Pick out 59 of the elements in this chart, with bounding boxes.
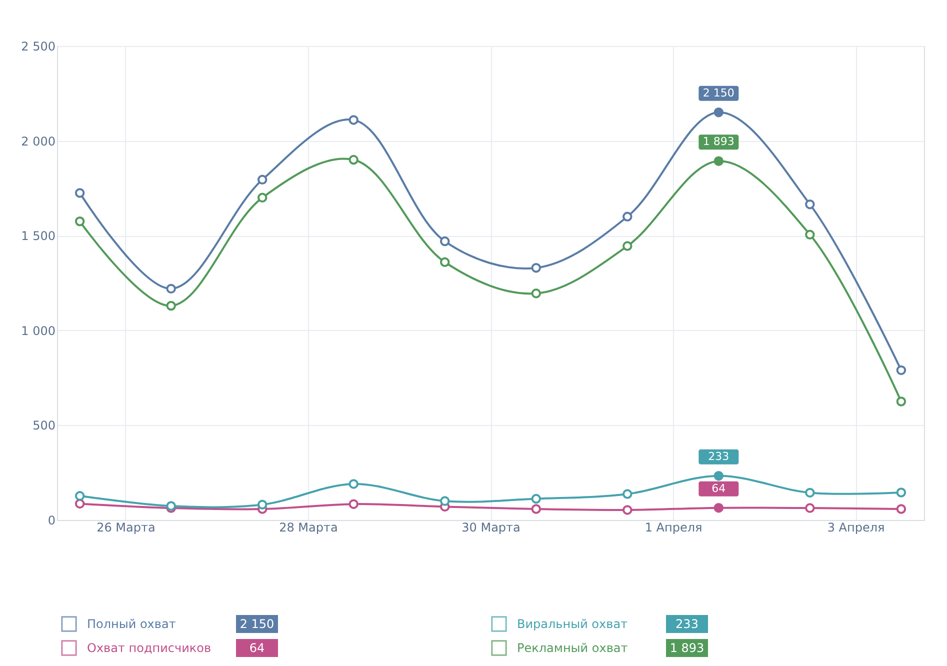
legend-label: Охват подписчиков: [87, 641, 212, 655]
data-label: 64: [712, 482, 726, 495]
text: 233: [676, 617, 698, 631]
x-tick-label: 30 Марта: [462, 520, 520, 534]
point: [348, 115, 358, 125]
point: [714, 156, 724, 166]
legend-label: Полный охват: [87, 617, 176, 631]
point: [348, 154, 358, 165]
x-tick-label: 26 Марта: [96, 520, 156, 534]
point: [74, 216, 85, 226]
point: [531, 288, 542, 298]
point: [896, 488, 906, 498]
point: [805, 488, 815, 498]
point: [714, 107, 724, 118]
y-tick-label: 500: [32, 418, 56, 433]
point: [805, 230, 815, 240]
x-tick-label: 28 Марта: [279, 520, 338, 534]
text: 2 150: [240, 617, 274, 631]
point: [257, 500, 268, 510]
point: [714, 470, 724, 481]
point: [440, 496, 450, 506]
point: [531, 262, 542, 273]
point: [896, 396, 906, 406]
point: [74, 188, 85, 198]
y-tick-label: 1 000: [21, 324, 56, 338]
y-tick-label: 0: [48, 514, 56, 528]
y-tick-label: 1 500: [21, 229, 56, 244]
point: [714, 503, 724, 513]
point: [166, 300, 176, 311]
data-label: 2 150: [702, 86, 734, 100]
point: [348, 499, 358, 509]
point: [805, 503, 815, 513]
point: [257, 174, 268, 185]
data-label: 233: [708, 450, 730, 463]
point: [257, 192, 268, 203]
point: [622, 212, 632, 222]
point: [896, 365, 906, 376]
point: [622, 489, 632, 499]
legend-label: Виральный охват: [517, 617, 628, 631]
point: [805, 199, 815, 210]
y-tick-label: 2 500: [21, 40, 56, 54]
x-tick-label: 1 Апреля: [644, 520, 702, 534]
x-tick-label: 3 Апреля: [827, 520, 885, 534]
y-tick-label: 2 000: [21, 134, 56, 148]
text: 1 893: [670, 641, 704, 655]
point: [440, 236, 450, 246]
legend-label: Рекламный охват: [517, 641, 628, 655]
point: [622, 505, 632, 515]
data-label: 1 893: [702, 135, 734, 148]
point: [531, 504, 542, 514]
point: [440, 257, 450, 268]
point: [166, 284, 176, 294]
point: [348, 479, 358, 489]
point: [531, 494, 542, 504]
point: [622, 241, 632, 251]
point: [74, 491, 85, 501]
text: 64: [249, 641, 265, 655]
point: [896, 504, 906, 514]
point: [74, 498, 85, 509]
